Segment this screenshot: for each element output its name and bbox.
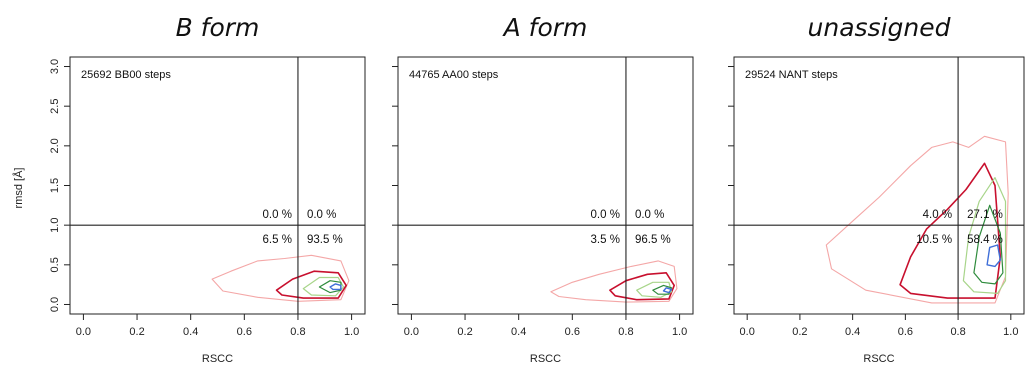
- x-tick-label: 0.4: [845, 326, 860, 338]
- x-tick-label: 1.0: [672, 326, 687, 338]
- y-tick-label: 1.5: [49, 178, 61, 193]
- x-tick-label: 0.4: [183, 326, 198, 338]
- contour-line: [211, 254, 350, 302]
- quadrant-upper-right-pct: 0.0 %: [635, 209, 664, 221]
- x-tick-label: 0.6: [565, 326, 580, 338]
- x-tick-label: 0.4: [511, 326, 526, 338]
- x-axis-label: RSCC: [863, 353, 894, 365]
- x-tick-label: 0.6: [237, 326, 252, 338]
- x-tick-label: 0.0: [740, 326, 755, 338]
- y-tick-label: 1.0: [49, 218, 61, 233]
- quadrant-upper-left-pct: 0.0 %: [591, 209, 620, 221]
- y-axis-label: rmsd [Å]: [12, 168, 25, 209]
- quadrant-upper-right-pct: 0.0 %: [307, 209, 336, 221]
- contour-line: [986, 244, 1001, 268]
- contour-group: [825, 135, 1009, 304]
- quadrant-upper-left-pct: 0.0 %: [263, 209, 292, 221]
- contour-group: [211, 254, 350, 302]
- quadrant-lower-right-pct: 93.5 %: [307, 234, 343, 246]
- panel-2: unassigned 0.0 0.2 0.4 0.6 0.8 1.0 RSCC 29524 NA…: [728, 13, 1025, 365]
- contour-group: [550, 260, 678, 303]
- quadrant-upper-left-pct: 4.0 %: [923, 209, 952, 221]
- y-tick-label: 0.0: [49, 297, 61, 312]
- panel-title: unassigned: [808, 13, 951, 42]
- x-tick-label: 1.0: [1003, 326, 1018, 338]
- quadrant-lower-right-pct: 58.4 %: [967, 234, 1003, 246]
- x-tick-label: 0.8: [618, 326, 633, 338]
- x-tick-label: 1.0: [344, 326, 359, 338]
- x-tick-label: 0.0: [404, 326, 419, 338]
- x-tick-label: 0.8: [950, 326, 965, 338]
- contour-line: [825, 135, 1009, 304]
- y-tick-label: 2.0: [49, 138, 61, 153]
- panel-1: A form 0.0 0.2 0.4 0.6 0.8 1.0 RSCC 44765 AA00 s…: [392, 13, 694, 365]
- plot-frame: [397, 56, 694, 315]
- contour-line: [302, 276, 345, 297]
- quadrant-lower-right-pct: 96.5 %: [635, 234, 671, 246]
- x-tick-label: 0.0: [76, 326, 91, 338]
- x-tick-label: 0.2: [792, 326, 807, 338]
- x-tick-label: 0.2: [129, 326, 144, 338]
- quadrant-lower-left-pct: 3.5 %: [591, 234, 620, 246]
- panel-title: A form: [502, 13, 588, 42]
- y-tick-label: 3.0: [49, 59, 61, 74]
- quadrant-lower-left-pct: 6.5 %: [263, 234, 292, 246]
- plot-frame: [733, 56, 1025, 315]
- contour-line: [662, 287, 673, 294]
- panel-title: B form: [176, 13, 260, 42]
- panel-0: B form 0.0 0.2 0.4 0.6 0.8 1.0 0.0 0.5 1.0 1.5 2.0 2…: [49, 13, 366, 365]
- x-axis-label: RSCC: [530, 353, 561, 365]
- steps-count-label: 44765 AA00 steps: [409, 69, 499, 81]
- y-tick-label: 0.5: [49, 257, 61, 272]
- steps-count-label: 25692 BB00 steps: [81, 69, 171, 81]
- quadrant-upper-right-pct: 27.1 %: [967, 209, 1003, 221]
- contour-line: [636, 281, 673, 298]
- x-axis-label: RSCC: [202, 353, 233, 365]
- y-tick-label: 2.5: [49, 99, 61, 114]
- x-tick-label: 0.2: [457, 326, 472, 338]
- steps-count-label: 29524 NANT steps: [745, 69, 838, 81]
- quadrant-lower-left-pct: 10.5 %: [916, 234, 952, 246]
- contour-line: [329, 283, 342, 291]
- plot-frame: [69, 56, 366, 315]
- contour-line: [973, 204, 1004, 285]
- x-tick-label: 0.6: [898, 326, 913, 338]
- x-tick-label: 0.8: [290, 326, 305, 338]
- contour-line: [609, 272, 675, 301]
- contour-line: [275, 270, 347, 299]
- contour-line: [550, 260, 678, 303]
- contour-line: [899, 162, 1002, 299]
